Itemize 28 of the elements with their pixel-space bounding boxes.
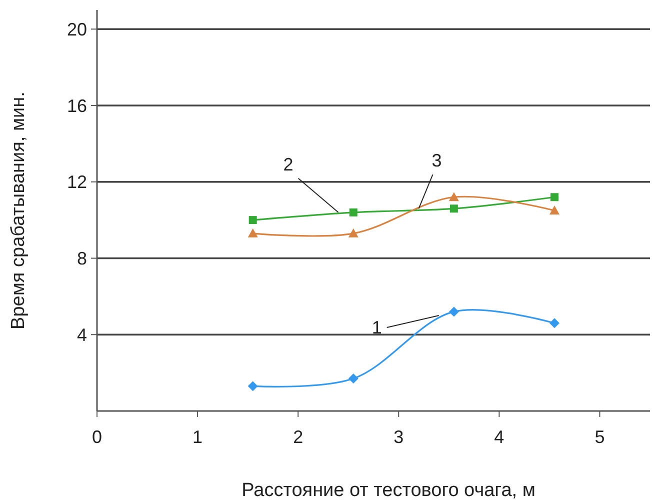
x-axis-title: Расстояние от тестового очага, м xyxy=(242,480,536,501)
point xyxy=(450,204,458,213)
point xyxy=(248,381,258,392)
point xyxy=(349,208,358,216)
x-tick-label: 5 xyxy=(594,427,605,447)
annotation: 2 xyxy=(283,154,294,174)
point xyxy=(550,193,558,202)
x-tick-label: 1 xyxy=(192,427,203,447)
point xyxy=(348,374,358,384)
y-tick-label: 8 xyxy=(76,248,87,269)
x-tick-label: 3 xyxy=(394,427,404,447)
x-tick-label: 0 xyxy=(92,427,102,447)
point xyxy=(348,228,358,238)
y-tick-label: 16 xyxy=(66,96,87,116)
point xyxy=(549,206,560,214)
annotation: 3 xyxy=(432,150,442,171)
y-axis-title: Время срабатывания, мин. xyxy=(8,92,29,330)
x-tick-label: 2 xyxy=(293,427,304,447)
point xyxy=(248,216,257,224)
y-tick-label: 20 xyxy=(66,19,87,40)
annotation: 1 xyxy=(372,318,382,338)
point xyxy=(448,192,459,202)
y-tick-label: 4 xyxy=(76,324,87,345)
point xyxy=(448,306,459,317)
x-tick-label: 4 xyxy=(494,427,504,447)
point xyxy=(549,318,560,328)
point xyxy=(248,228,258,238)
y-tick-label: 12 xyxy=(66,172,87,192)
